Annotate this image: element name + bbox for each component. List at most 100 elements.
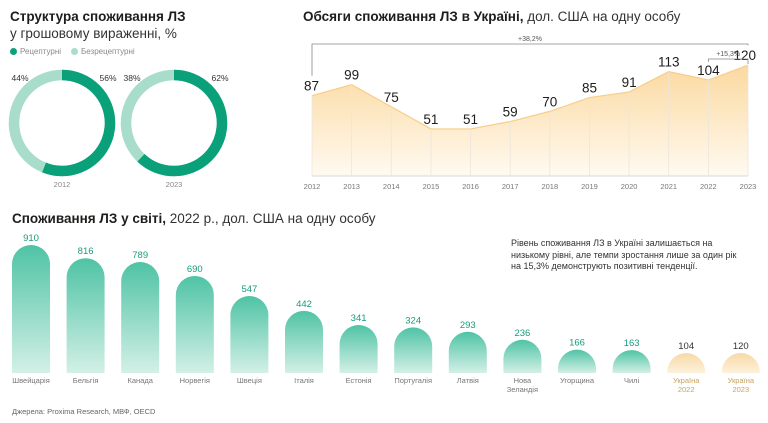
bar-value-label: 236 (514, 328, 530, 339)
bar (230, 296, 269, 373)
area-value-label: 51 (463, 112, 478, 127)
bracket-long (311, 43, 749, 76)
donut-label-rx: 62% (211, 73, 228, 83)
bar-title: Споживання ЛЗ у світі, 2022 р., дол. США… (12, 210, 376, 227)
bar-value-label: 166 (569, 338, 585, 349)
area-value-label: 91 (622, 75, 637, 90)
area-value-label: 59 (503, 105, 518, 120)
bar-category-label: Італія (294, 376, 314, 385)
bar-category-label: Канада (127, 376, 153, 385)
bar (721, 353, 760, 373)
legend-swatch-rx (10, 48, 17, 55)
area-value-label: 85 (582, 81, 597, 96)
donut-label-otc: 44% (11, 73, 28, 83)
bracket-short (707, 58, 749, 64)
bar-category-label: Нова (514, 376, 532, 385)
bar-value-label: 293 (460, 320, 476, 331)
x-tick-label: 2013 (343, 182, 360, 191)
bar-value-label: 341 (351, 313, 367, 324)
x-tick-label: 2020 (621, 182, 638, 191)
bar-category-label: Швеція (237, 376, 262, 385)
bar-category-label: 2023 (732, 385, 749, 394)
legend-label-otc: Безрецептурні (81, 47, 135, 56)
area-value-label: 113 (658, 55, 680, 70)
bar (175, 275, 214, 373)
bar-category-label: 2022 (678, 385, 695, 394)
legend-label-rx: Рецептурні (20, 47, 62, 56)
bar (285, 310, 323, 373)
area-chart: 87 2012 99 2013 75 2014 51 2015 51 2016 59 2017 70 20… (304, 36, 757, 191)
bar-category-label: Естонія (346, 376, 372, 385)
x-tick-label: 2022 (700, 182, 717, 191)
note-text: Рівень споживання ЛЗ в Україні залишаєть… (511, 238, 737, 271)
area-value-label: 99 (344, 68, 359, 83)
area-fill (312, 65, 748, 176)
bar-category-label: Швейцарія (12, 376, 50, 385)
bar-value-label: 816 (78, 246, 94, 257)
x-tick-label: 2019 (581, 182, 598, 191)
donut-year: 2012 (54, 180, 71, 189)
bracket-long-label: +38,2% (518, 36, 542, 43)
legend-item-rx: Рецептурні (10, 47, 61, 56)
bar-title-light: 2022 р., дол. США на одну особу (166, 211, 376, 226)
bar-category-label: Україна (673, 376, 700, 385)
bar-value-label: 789 (132, 250, 148, 261)
bar-value-label: 324 (405, 315, 421, 326)
bar-category-label: Латвія (457, 376, 479, 385)
area-line (311, 64, 749, 130)
bar-value-label: 547 (241, 284, 257, 295)
bar-category-label: Норвегія (180, 376, 210, 385)
donut-label-otc: 38% (123, 73, 140, 83)
bar (667, 353, 706, 373)
bar (503, 339, 542, 373)
bar-value-label: 442 (296, 299, 312, 310)
donut-2023: 38% 62% 2023 (120, 69, 229, 189)
bar (558, 349, 596, 373)
x-tick-label: 2012 (304, 182, 321, 191)
legend-swatch-otc (71, 48, 79, 55)
donut-legend: Рецептурні Безрецептурні (10, 47, 135, 56)
x-tick-label: 2016 (462, 182, 479, 191)
donut-section: Структура споживання ЛЗ у грошовому вира… (10, 8, 186, 42)
area-value-label: 104 (697, 63, 720, 78)
line-title-bold: Обсяги споживання ЛЗ в Україні, (303, 9, 524, 24)
area-value-label: 51 (423, 112, 438, 127)
bar-category-label: Бельгія (73, 376, 99, 385)
area-value-label: 70 (542, 94, 557, 109)
bar-category-label: Угорщина (560, 376, 595, 385)
bar-value-label: 120 (733, 341, 749, 352)
donut-year: 2023 (166, 180, 183, 189)
x-tick-label: 2021 (660, 182, 677, 191)
bar-chart: 910 Швейцарія 816 Бельгія 789 Канада 690 Норвег… (12, 233, 760, 394)
bar (394, 327, 433, 373)
source-text: Джерела: Proxima Research, МВФ, OECD (12, 407, 156, 416)
bar (612, 350, 651, 373)
x-tick-label: 2023 (740, 182, 757, 191)
bar-category-label: Португалія (394, 376, 432, 385)
x-tick-label: 2017 (502, 182, 519, 191)
line-title: Обсяги споживання ЛЗ в Україні, дол. США… (303, 8, 680, 25)
bar-title-bold: Споживання ЛЗ у світі, (12, 211, 167, 226)
bar-category-label: Чилі (624, 376, 640, 385)
bar-value-label: 163 (624, 338, 640, 349)
donut-slice-rx (8, 69, 116, 177)
bracket-short-label: +15,3% (716, 51, 740, 58)
bar-value-label: 104 (678, 341, 694, 352)
legend-item-otc: Безрецептурні (71, 47, 135, 56)
donut-title: Структура споживання ЛЗ (10, 9, 186, 24)
donut-2012: 44% 56% 2012 (8, 69, 117, 189)
x-tick-label: 2014 (383, 182, 400, 191)
bar (121, 262, 160, 373)
area-value-label: 75 (384, 90, 399, 105)
bar (66, 258, 105, 373)
bar-value-label: 910 (23, 233, 39, 244)
bar-category-label: Зеландія (507, 385, 538, 394)
bar (339, 325, 378, 373)
bar (448, 331, 487, 373)
donut-label-rx: 56% (99, 73, 116, 83)
donut-charts: 44% 56% 2012 38% 62% 2023 (8, 69, 229, 189)
x-tick-label: 2018 (541, 182, 558, 191)
area-value-label: 120 (733, 48, 756, 63)
x-tick-label: 2015 (423, 182, 440, 191)
line-title-light: дол. США на одну особу (523, 9, 681, 24)
